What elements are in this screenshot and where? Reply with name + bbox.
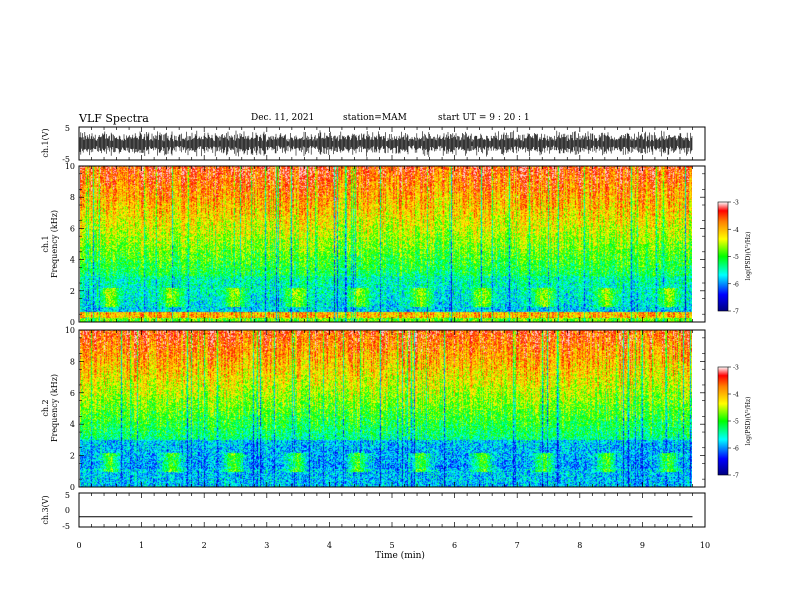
ch1-spectrogram-ylabel: Frequency (kHz) bbox=[50, 210, 59, 278]
ch2-spectrogram-ylabel: Frequency (kHz) bbox=[50, 374, 59, 442]
ch3-ytick-bottom: -5 bbox=[62, 522, 70, 531]
colorbar-tick-label: -6 bbox=[733, 281, 739, 288]
ch1-spectrogram-heatmap bbox=[80, 166, 692, 322]
colorbar-ch1: -3 -4 -5 -6 -7 log(PSD)(V²/Hz) bbox=[717, 200, 752, 316]
y-tick-label: 10 bbox=[65, 162, 75, 171]
ch1-spectrogram-channel-label: ch.1 bbox=[41, 235, 50, 252]
y-tick-label: 8 bbox=[70, 193, 75, 202]
ch2-spectrogram-heatmap bbox=[80, 330, 692, 487]
colorbar-ch2-label: log(PSD)(V²/Hz) bbox=[745, 397, 752, 446]
colorbar-tick-label: -4 bbox=[733, 392, 739, 399]
chart-title: VLF Spectra bbox=[79, 112, 149, 125]
spectrogram-image bbox=[80, 330, 692, 487]
colorbar-tick-label: -7 bbox=[733, 473, 739, 480]
colorbar-tick-label: -7 bbox=[733, 309, 739, 316]
panel-ch1-waveform: 5 -5 ch.1(V) bbox=[41, 124, 706, 164]
y-tick-label: 0 bbox=[70, 318, 75, 327]
y-tick-label: 6 bbox=[70, 389, 75, 398]
x-tick-label: 0 bbox=[76, 541, 81, 550]
x-tick-label: 9 bbox=[640, 541, 645, 550]
x-tick-label: 7 bbox=[515, 541, 520, 550]
colorbar-ch1-label: log(PSD)(V²/Hz) bbox=[745, 232, 752, 281]
x-tick-label: 2 bbox=[202, 541, 207, 550]
y-tick-label: 4 bbox=[70, 420, 75, 429]
y-tick-label: 6 bbox=[70, 224, 75, 233]
y-tick-label: 2 bbox=[70, 287, 75, 296]
colorbar-tick-label: -5 bbox=[733, 419, 739, 426]
colorbar-tick-label: -3 bbox=[733, 200, 739, 207]
y-tick-label: 4 bbox=[70, 256, 75, 265]
date-label: Dec. 11, 2021 bbox=[251, 113, 315, 123]
ch1-waveform-trace bbox=[79, 130, 693, 157]
colorbar-tick-label: -6 bbox=[733, 446, 739, 453]
ch1-waveform-path bbox=[79, 130, 693, 157]
x-tick-label: 4 bbox=[327, 541, 332, 550]
x-axis-label: Time (min) bbox=[375, 550, 425, 561]
ch1-ytick-bottom: -5 bbox=[62, 155, 70, 164]
ch3-ytick-mid: 0 bbox=[65, 506, 70, 515]
colorbar-tick-label: -5 bbox=[733, 254, 739, 261]
x-tick-label: 3 bbox=[264, 541, 269, 550]
panel-ch3-waveform: 5 0 -5 ch.3(V) bbox=[41, 491, 706, 531]
x-tick-label: 1 bbox=[139, 541, 144, 550]
ch3-waveform-ylabel: ch.3(V) bbox=[41, 495, 50, 524]
y-tick-label: 10 bbox=[65, 326, 75, 335]
station-label: station=MAM bbox=[343, 113, 407, 123]
spectrogram-image bbox=[80, 166, 692, 322]
ch1-ytick-top: 5 bbox=[65, 124, 70, 133]
y-tick-label: 2 bbox=[70, 452, 75, 461]
ch3-ytick-top: 5 bbox=[65, 491, 70, 500]
x-tick-label: 10 bbox=[700, 541, 710, 550]
panel-ch2-spectrogram: 0 2 4 6 8 10 ch.2 Frequency (kHz) bbox=[41, 326, 706, 492]
ch1-waveform-ylabel: ch.1(V) bbox=[41, 128, 50, 157]
colorbar-ch2: -3 -4 -5 -6 -7 log(PSD)(V²/Hz) bbox=[717, 365, 752, 480]
colorbar-tick-label: -3 bbox=[733, 365, 739, 372]
ch2-spectrogram-channel-label: ch.2 bbox=[41, 399, 50, 416]
start-time-label: start UT = 9 : 20 : 1 bbox=[438, 113, 530, 123]
colorbar-tick-label: -4 bbox=[733, 227, 739, 234]
panel-ch1-spectrogram: 0 2 4 6 8 10 ch.1 Frequency (kHz) bbox=[41, 162, 706, 327]
x-tick-label: 5 bbox=[389, 541, 394, 550]
y-tick-label: 0 bbox=[70, 483, 75, 492]
y-tick-label: 8 bbox=[70, 357, 75, 366]
x-tick-label: 8 bbox=[577, 541, 582, 550]
x-tick-label: 6 bbox=[452, 541, 457, 550]
